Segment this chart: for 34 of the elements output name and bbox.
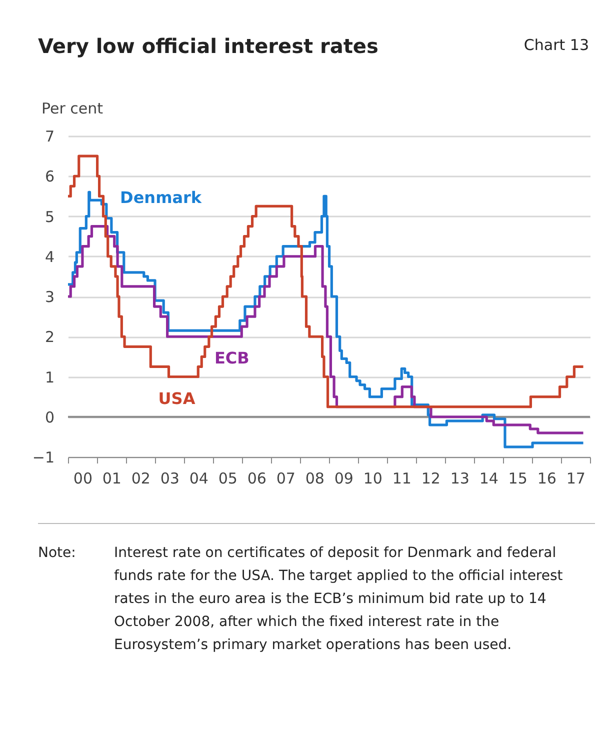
y-tick-label: 3: [44, 288, 54, 306]
x-tick-label: 02: [131, 470, 150, 488]
series-label: Denmark: [120, 188, 202, 208]
y-tick-label: −1: [32, 448, 54, 466]
x-tick-label: 10: [363, 470, 382, 488]
y-tick-label: 1: [44, 368, 54, 386]
chart-title: Very low official interest rates: [38, 34, 378, 58]
y-tick-label: 4: [44, 248, 54, 266]
x-tick-label: 13: [450, 470, 470, 488]
y-tick-label: 5: [44, 208, 54, 226]
caption: Chart 13: [524, 36, 589, 54]
y-axis-title: Per cent: [42, 100, 104, 118]
x-tick-label: 01: [102, 470, 122, 488]
x-tick-label: 06: [247, 470, 266, 488]
x-tick-label: 08: [305, 470, 324, 488]
y-tick-label: 7: [44, 128, 54, 146]
y-tick-label: 6: [44, 168, 54, 186]
x-tick-label: 11: [392, 470, 412, 488]
x-tick-label: 16: [537, 470, 556, 488]
x-tick-label: 09: [334, 470, 354, 488]
x-tick-label: 07: [276, 470, 296, 488]
series-label: ECB: [214, 348, 250, 368]
x-tick-label: 04: [189, 470, 208, 488]
x-tick-label: 12: [421, 470, 440, 488]
x-tick-label: 03: [160, 470, 180, 488]
x-tick-label: 17: [566, 470, 586, 488]
series-label: USA: [158, 388, 196, 408]
text: Note: Interest rate on certificates of deposit for Denmark and federal funds rate for the USA. The target applied to the official interest rates in the euro area is the ECB’s minimum bid rate up to 14 October 2008, after which the fixed interest rate in the Eurosystem’s primary market operations has been used.: [38, 545, 563, 653]
y-tick-label: 2: [44, 328, 54, 346]
x-tick-label: 14: [479, 470, 498, 488]
x-tick-label: 00: [73, 470, 92, 488]
x-tick-label: 05: [218, 470, 238, 488]
x-tick-label: 15: [508, 470, 528, 488]
y-tick-label: 0: [44, 408, 54, 426]
